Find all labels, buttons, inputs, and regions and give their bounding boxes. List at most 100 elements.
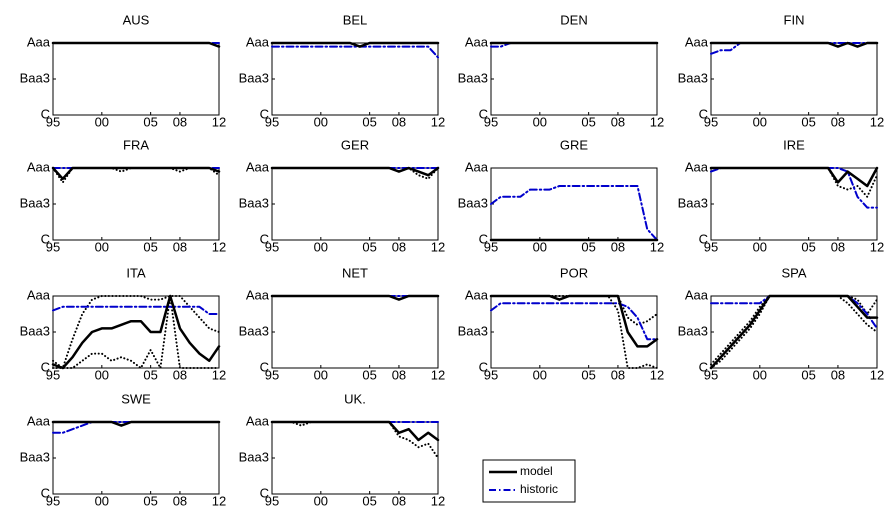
series-line (270, 41, 440, 48)
x-tick-label: 95 (265, 367, 279, 382)
x-tick-label: 00 (753, 114, 767, 129)
series-line (51, 41, 221, 48)
y-tick-label: Baa3 (20, 449, 50, 464)
axes-box (271, 42, 439, 116)
y-tick-label: Baa3 (20, 195, 50, 210)
series-line (52, 167, 220, 184)
x-tick-label: 08 (392, 367, 406, 382)
y-tick-label: C (479, 231, 488, 246)
y-tick-label: Baa3 (678, 323, 708, 338)
x-tick-label: 05 (801, 114, 815, 129)
x-tick-label: 95 (704, 367, 718, 382)
y-tick-label: C (41, 106, 50, 121)
axes-box (710, 42, 878, 116)
x-tick-label: 12 (431, 367, 445, 382)
x-tick-label: 08 (611, 114, 625, 129)
series-line (52, 421, 220, 434)
x-tick-label: 12 (650, 114, 664, 129)
y-tick-label: C (260, 231, 269, 246)
legend-box (482, 459, 576, 503)
x-tick-label: 05 (362, 114, 376, 129)
x-tick-label: 95 (484, 367, 498, 382)
x-tick-label: 12 (870, 239, 884, 254)
series-line (271, 421, 439, 459)
y-tick-label: Aaa (27, 159, 51, 174)
panel-title: DEN (560, 12, 587, 27)
x-tick-label: 05 (143, 239, 157, 254)
x-tick-label: 05 (143, 114, 157, 129)
y-tick-label: Aaa (27, 287, 51, 302)
x-tick-label: 00 (533, 367, 547, 382)
series-line (52, 295, 220, 369)
x-tick-label: 00 (314, 367, 328, 382)
series-line (490, 302, 658, 341)
panel-title: FRA (123, 137, 149, 152)
panel-title: SWE (121, 391, 151, 406)
x-tick-label: 08 (611, 239, 625, 254)
x-tick-label: 95 (484, 239, 498, 254)
y-tick-label: Aaa (246, 413, 270, 428)
y-tick-label: Baa3 (20, 70, 50, 85)
series-line (709, 41, 879, 48)
x-tick-label: 95 (484, 114, 498, 129)
x-tick-label: 05 (362, 367, 376, 382)
y-tick-label: Aaa (27, 413, 51, 428)
x-tick-label: 08 (173, 239, 187, 254)
y-tick-label: C (699, 106, 708, 121)
y-tick-label: C (41, 485, 50, 500)
legend-label: model (520, 464, 553, 478)
y-tick-label: Baa3 (20, 323, 50, 338)
axes-box (52, 42, 220, 116)
x-tick-label: 95 (704, 239, 718, 254)
y-tick-label: Aaa (685, 34, 709, 49)
x-tick-label: 12 (870, 367, 884, 382)
y-tick-label: C (479, 106, 488, 121)
y-tick-label: Baa3 (458, 323, 488, 338)
x-tick-label: 00 (95, 114, 109, 129)
series-line (52, 295, 220, 369)
panel-title: GER (341, 137, 369, 152)
y-tick-label: C (41, 359, 50, 374)
series-line (270, 166, 440, 177)
y-tick-label: Aaa (246, 34, 270, 49)
y-tick-label: Baa3 (239, 70, 269, 85)
x-tick-label: 12 (212, 114, 226, 129)
x-tick-label: 05 (362, 239, 376, 254)
y-tick-label: C (699, 359, 708, 374)
x-tick-label: 08 (173, 493, 187, 508)
x-tick-label: 00 (753, 239, 767, 254)
x-tick-label: 00 (533, 114, 547, 129)
x-tick-label: 00 (314, 239, 328, 254)
panel-title: ITA (126, 265, 146, 280)
y-tick-label: Baa3 (458, 195, 488, 210)
series-line (270, 294, 440, 301)
panel-title: AUS (123, 12, 150, 27)
axes-box (271, 167, 439, 241)
x-tick-label: 08 (831, 367, 845, 382)
y-tick-label: Baa3 (458, 70, 488, 85)
y-tick-label: Baa3 (678, 195, 708, 210)
x-tick-label: 95 (46, 114, 60, 129)
x-tick-label: 00 (314, 493, 328, 508)
x-tick-label: 05 (581, 239, 595, 254)
x-tick-label: 00 (753, 367, 767, 382)
y-tick-label: Aaa (27, 34, 51, 49)
x-tick-label: 05 (143, 493, 157, 508)
x-tick-label: 05 (362, 493, 376, 508)
axes-box (490, 295, 658, 369)
x-tick-label: 95 (46, 367, 60, 382)
x-tick-label: 00 (95, 367, 109, 382)
x-tick-label: 12 (212, 239, 226, 254)
y-tick-label: Aaa (465, 34, 489, 49)
series-line (489, 294, 659, 348)
y-tick-label: Aaa (246, 287, 270, 302)
x-tick-label: 08 (173, 367, 187, 382)
axes-box (710, 167, 878, 241)
y-tick-label: C (260, 485, 269, 500)
y-tick-label: C (699, 231, 708, 246)
x-tick-label: 12 (431, 493, 445, 508)
x-tick-label: 12 (431, 239, 445, 254)
x-tick-label: 08 (392, 239, 406, 254)
x-tick-label: 95 (46, 493, 60, 508)
